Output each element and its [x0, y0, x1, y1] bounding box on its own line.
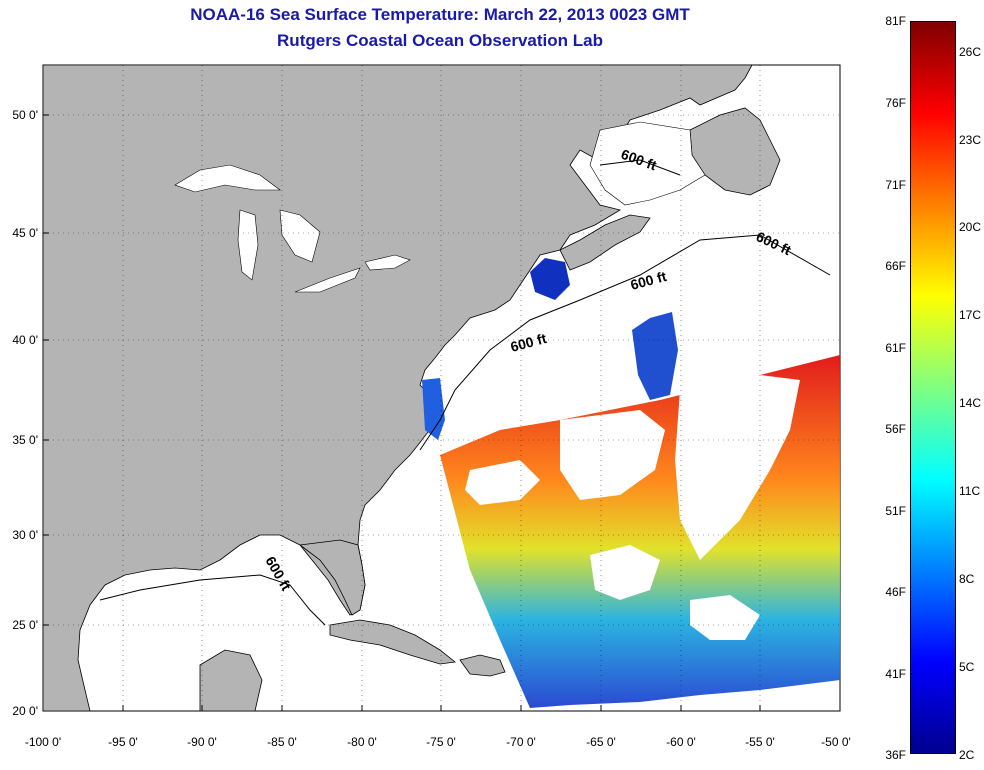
cb-f-81: 81F [885, 14, 906, 28]
lon-label-50: -50 0' [821, 735, 851, 749]
cb-f-76: 76F [885, 96, 906, 110]
cb-c-8: 8C [959, 572, 975, 586]
land-florida [298, 539, 366, 616]
cb-f-61: 61F [885, 341, 906, 355]
lon-label-95: -95 0' [108, 735, 138, 749]
cb-c-17: 17C [959, 308, 982, 322]
lon-label-90: -90 0' [187, 735, 217, 749]
cloud-mask-2 [675, 375, 800, 560]
cold-patch-gulf-of-maine [530, 258, 570, 300]
lon-label-75: -75 0' [426, 735, 456, 749]
land-cuba [329, 619, 456, 665]
cold-patch-georges [632, 312, 678, 400]
map-title-line2: Rutgers Coastal Ocean Observation Lab [277, 31, 603, 50]
lake-superior [174, 164, 281, 193]
lon-label-100: -100 0' [24, 735, 62, 749]
cloud-mask-1 [560, 410, 665, 500]
lat-label-25: 25 0' [12, 618, 38, 632]
isobath-stlawrence [599, 159, 681, 176]
cb-c-11: 11C [959, 484, 981, 498]
cb-f-56: 56F [885, 422, 906, 436]
cb-c-26: 26C [959, 45, 982, 59]
land-hispaniola [459, 654, 506, 677]
lat-label-45: 45 0' [12, 226, 38, 240]
sst-map: 600 ft 600 ft 600 ft 600 ft 600 ft [42, 64, 841, 712]
lat-label-20: 20 0' [12, 704, 38, 718]
cb-c-20: 20C [959, 220, 982, 234]
cloud-mask-5 [465, 460, 540, 505]
lat-label-30: 30 0' [12, 528, 38, 542]
lon-label-55: -55 0' [745, 735, 775, 749]
cb-c-14: 14C [959, 396, 982, 410]
land-yucatan [199, 649, 263, 712]
cloud-mask-3 [590, 545, 660, 600]
lake-ontario [364, 254, 411, 271]
cb-f-71: 71F [885, 178, 906, 192]
lake-michigan [237, 209, 259, 281]
cloud-mask-4 [690, 595, 760, 640]
temperature-colorbar [910, 21, 956, 754]
cb-f-51: 51F [885, 504, 906, 518]
lon-label-80: -80 0' [347, 735, 377, 749]
cb-c-5: 5C [959, 660, 975, 674]
cb-c-2: 2C [959, 748, 975, 762]
lon-label-65: -65 0' [586, 735, 616, 749]
axis-ticks [43, 114, 761, 711]
lat-label-50: 50 0' [12, 108, 38, 122]
map-title-line1: NOAA-16 Sea Surface Temperature: March 2… [190, 5, 690, 24]
cb-f-36: 36F [885, 748, 906, 762]
land-nova-scotia [559, 214, 651, 271]
cb-c-23: 23C [959, 133, 982, 147]
lat-label-40: 40 0' [12, 333, 38, 347]
isobath-gulf [99, 574, 326, 626]
lat-label-35: 35 0' [12, 433, 38, 447]
cb-f-66: 66F [885, 259, 906, 273]
cb-f-46: 46F [885, 585, 906, 599]
lake-erie [294, 267, 361, 293]
gulf-st-lawrence [589, 121, 706, 206]
lon-label-60: -60 0' [666, 735, 696, 749]
lon-label-70: -70 0' [506, 735, 536, 749]
isobath-atlantic [419, 234, 831, 451]
lon-label-85: -85 0' [267, 735, 297, 749]
cb-f-41: 41F [885, 667, 906, 681]
cold-patch-hatteras [422, 378, 445, 440]
